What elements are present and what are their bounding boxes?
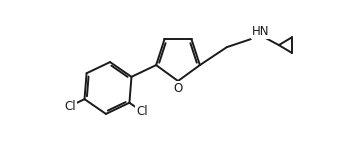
Text: Cl: Cl [137,105,148,118]
Text: HN: HN [252,25,269,38]
Text: O: O [174,82,183,95]
Text: Cl: Cl [64,100,76,113]
